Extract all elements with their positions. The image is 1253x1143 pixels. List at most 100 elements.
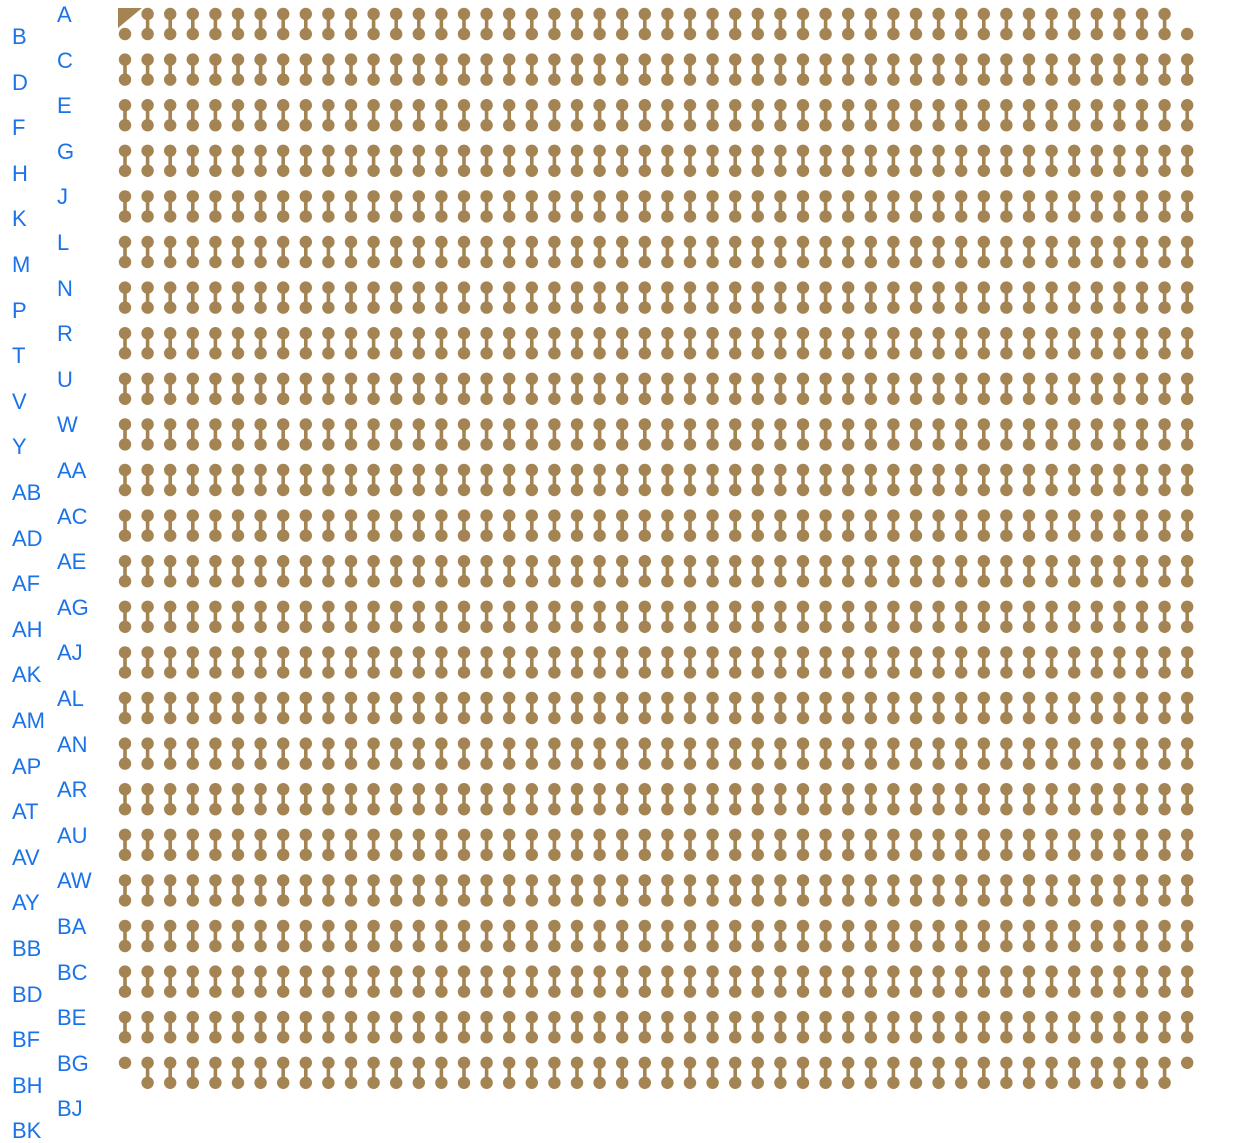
dogbone-pad xyxy=(1022,235,1036,269)
dogbone-pad xyxy=(141,555,154,588)
dogbone-pad xyxy=(796,7,810,41)
dogbone-pad xyxy=(774,190,787,223)
dogbone-pad xyxy=(164,144,177,177)
dogbone-pad xyxy=(299,1056,312,1090)
dogbone-pad xyxy=(864,53,877,86)
dogbone-pad xyxy=(977,144,990,177)
dogbone-pad xyxy=(616,99,629,132)
dogbone-pad xyxy=(729,463,742,497)
dogbone-pad xyxy=(706,190,719,223)
dogbone-pad xyxy=(909,463,923,497)
dogbone-pad xyxy=(774,737,787,770)
dogbone-pad xyxy=(209,190,222,223)
dogbone-pad xyxy=(819,874,832,907)
dogbone-pad xyxy=(209,965,222,998)
dogbone-pad xyxy=(977,965,990,998)
dogbone-pad xyxy=(1045,965,1058,998)
dogbone-pad xyxy=(819,463,832,497)
dogbone-pad xyxy=(254,646,267,679)
dogbone-pad xyxy=(774,828,787,861)
dogbone-pad xyxy=(842,99,855,132)
dogbone-pad xyxy=(1158,509,1171,542)
dogbone-pad xyxy=(909,235,923,269)
dogbone-pad xyxy=(1158,7,1171,41)
dogbone-pad xyxy=(796,600,810,633)
dogbone-pad xyxy=(796,828,810,861)
dogbone-pad xyxy=(1113,144,1126,177)
dogbone-pad xyxy=(842,372,855,405)
dogbone-pad xyxy=(842,53,855,86)
dogbone-pad xyxy=(1090,965,1103,998)
dogbone-pad xyxy=(977,1056,990,1090)
dogbone-pad xyxy=(1181,509,1194,542)
dogbone-pad xyxy=(412,99,425,132)
dogbone-pad xyxy=(231,144,245,177)
dogbone-pad xyxy=(638,99,651,132)
dogbone-pad xyxy=(1022,691,1036,725)
dogbone-pad xyxy=(367,783,380,816)
dogbone-pad xyxy=(254,555,267,588)
dogbone-pad xyxy=(977,828,990,861)
dogbone-pad xyxy=(412,463,425,497)
dogbone-pad xyxy=(1022,463,1036,497)
dogbone-pad xyxy=(299,874,312,907)
dogbone-pad xyxy=(254,600,267,633)
dogbone-pad xyxy=(570,783,584,816)
dogbone-pad xyxy=(118,691,132,725)
dogbone-pad xyxy=(683,7,697,41)
dogbone-pad xyxy=(842,7,855,41)
dogbone-pad xyxy=(164,418,177,451)
dogbone-pad xyxy=(322,327,335,360)
dogbone-pad xyxy=(186,327,199,360)
dogbone-pad xyxy=(751,691,764,725)
dogbone-pad xyxy=(819,235,832,269)
dogbone-pad xyxy=(367,600,380,633)
dogbone-pad xyxy=(1090,1056,1103,1090)
dogbone-pad xyxy=(955,600,968,633)
dogbone-pad xyxy=(367,555,380,588)
dogbone-pad xyxy=(1022,919,1036,953)
dogbone-pad xyxy=(480,190,493,223)
dogbone-pad xyxy=(706,919,719,953)
dogbone-pad xyxy=(1068,53,1081,86)
dogbone-pad xyxy=(1022,509,1036,542)
dogbone-pad xyxy=(1113,463,1126,497)
dogbone-pad xyxy=(955,144,968,177)
dogbone-pad xyxy=(842,144,855,177)
dogbone-pad xyxy=(254,1056,267,1090)
dogbone-pad xyxy=(1158,53,1171,86)
dogbone-pad xyxy=(932,281,945,314)
dogbone-pad xyxy=(1158,600,1171,633)
dogbone-pad xyxy=(1022,1011,1036,1044)
dogbone-pad xyxy=(277,53,290,86)
dogbone-pad xyxy=(887,691,900,725)
dogbone-pad xyxy=(887,555,900,588)
dogbone-pad xyxy=(638,144,651,177)
dogbone-pad xyxy=(390,509,403,542)
dogbone-pad xyxy=(932,144,945,177)
dogbone-pad xyxy=(322,1011,335,1044)
dogbone-pad xyxy=(1181,53,1194,86)
dogbone-pad xyxy=(729,600,742,633)
dogbone-pad xyxy=(412,919,425,953)
row-label: L xyxy=(57,230,70,255)
dogbone-pad xyxy=(842,1011,855,1044)
dogbone-pad xyxy=(548,418,561,451)
dogbone-pad xyxy=(909,327,923,360)
dogbone-pad xyxy=(1135,965,1149,998)
dogbone-pad xyxy=(299,555,312,588)
dogbone-pad xyxy=(141,965,154,998)
dogbone-pad xyxy=(819,828,832,861)
dogbone-pad xyxy=(209,783,222,816)
row-label: AV xyxy=(12,844,40,870)
dogbone-pad xyxy=(344,737,358,770)
dogbone-pad xyxy=(683,737,697,770)
dogbone-pad xyxy=(1135,509,1149,542)
dogbone-pad xyxy=(1090,737,1103,770)
dogbone-pad xyxy=(164,190,177,223)
dogbone-pad xyxy=(932,828,945,861)
dogbone-pad xyxy=(435,600,448,633)
dogbone-pad xyxy=(1000,418,1013,451)
dogbone-pad xyxy=(322,828,335,861)
pad-field xyxy=(118,7,1194,1090)
